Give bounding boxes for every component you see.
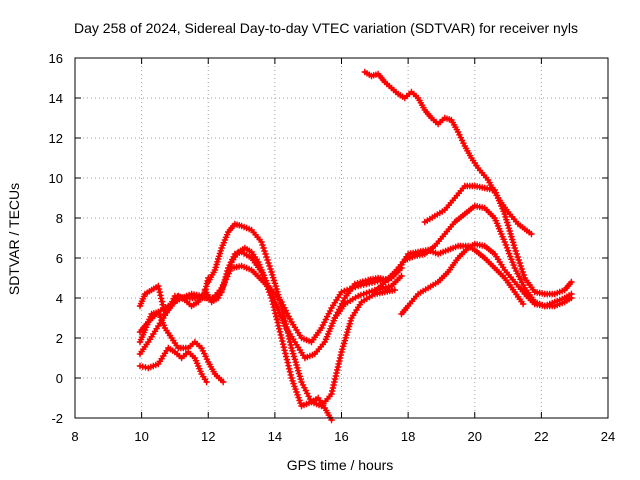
series-track-4	[136, 248, 335, 424]
chart-title: Day 258 of 2024, Sidereal Day-to-day VTE…	[74, 20, 578, 36]
x-tick-label: 10	[134, 429, 148, 444]
series-markers	[201, 244, 405, 362]
x-axis-label: GPS time / hours	[287, 457, 394, 473]
y-tick-label: 14	[49, 91, 63, 106]
plot-frame	[74, 57, 609, 419]
series-layer	[136, 68, 575, 424]
x-tick-label: 24	[601, 429, 615, 444]
x-tick-label: 8	[71, 429, 78, 444]
y-tick-label: 12	[49, 131, 63, 146]
series-markers	[205, 220, 398, 410]
x-tick-label: 18	[401, 429, 415, 444]
x-tick-label: 12	[201, 429, 215, 444]
series-markers	[398, 240, 575, 318]
series-markers	[136, 248, 335, 424]
y-tick-label: 0	[56, 371, 63, 386]
series-markers	[421, 182, 575, 298]
y-tick-label: -2	[51, 411, 63, 426]
series-line	[423, 184, 573, 296]
series-track-12	[361, 68, 535, 238]
series-track-6	[201, 244, 405, 362]
x-tick-label: 14	[268, 429, 282, 444]
y-tick-label: 4	[56, 291, 63, 306]
series-track-7	[205, 220, 398, 410]
series-markers	[136, 344, 210, 386]
x-tick-label: 20	[468, 429, 482, 444]
x-tick-label: 22	[534, 429, 548, 444]
x-tick-label: 16	[334, 429, 348, 444]
y-tick-label: 2	[56, 331, 63, 346]
series-track-1	[136, 344, 210, 386]
y-tick-label: 8	[56, 211, 63, 226]
series-markers	[361, 68, 535, 238]
y-tick-label: 6	[56, 251, 63, 266]
y-axis-label: SDTVAR / TECUs	[6, 183, 22, 295]
y-tick-label: 16	[49, 51, 63, 66]
y-tick-label: 10	[49, 171, 63, 186]
series-track-10	[398, 240, 575, 318]
